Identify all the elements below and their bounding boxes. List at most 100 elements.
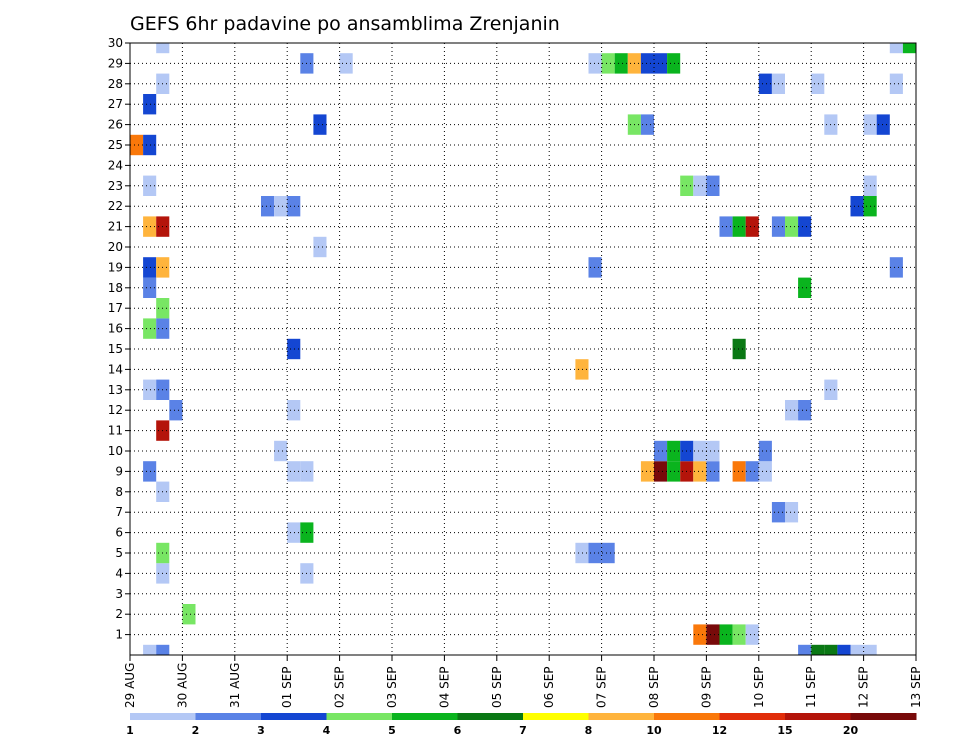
legend-label: 8 xyxy=(585,724,593,737)
y-tick-label: 7 xyxy=(115,505,123,519)
y-tick-label: 11 xyxy=(108,424,123,438)
y-tick-label: 8 xyxy=(115,485,123,499)
x-tick-label: 01 SEP xyxy=(280,666,294,708)
precip-cell xyxy=(143,644,157,655)
x-tick-label: 09 SEP xyxy=(699,666,713,708)
precip-cell xyxy=(588,53,602,74)
legend-swatch xyxy=(130,713,196,720)
y-tick-label: 9 xyxy=(115,464,123,478)
precip-cell xyxy=(758,73,772,94)
y-tick-label: 24 xyxy=(108,158,123,172)
legend-label: 12 xyxy=(712,724,727,737)
legend-swatch xyxy=(326,713,393,720)
y-tick-label: 2 xyxy=(115,607,123,621)
y-tick-label: 21 xyxy=(108,220,123,234)
color-legend: 1 2 3 4 5 6 7 8 10 12 15 20 xyxy=(126,713,917,737)
precip-cell xyxy=(313,236,327,258)
legend-swatch xyxy=(654,713,720,720)
precip-cell xyxy=(143,94,157,115)
precip-cell xyxy=(863,644,877,655)
precip-cell xyxy=(667,461,681,482)
precip-cell xyxy=(785,400,799,421)
precip-cell xyxy=(143,216,157,237)
x-tick-label: 30 AUG xyxy=(175,663,189,708)
precip-cell xyxy=(798,216,812,237)
precip-cell xyxy=(654,461,668,482)
x-tick-label: 31 AUG xyxy=(228,663,242,708)
x-tick-label: 12 SEP xyxy=(857,666,871,708)
precip-cell xyxy=(706,461,720,482)
legend-swatch xyxy=(261,713,327,720)
precip-cell xyxy=(654,440,668,462)
precip-cell xyxy=(693,624,707,645)
precip-cell xyxy=(287,338,301,360)
x-tick-label: 11 SEP xyxy=(804,666,818,708)
legend-label: 5 xyxy=(388,724,396,737)
y-tick-label: 5 xyxy=(115,546,123,560)
precip-cell xyxy=(575,542,589,564)
x-tick-label: 02 SEP xyxy=(333,666,347,708)
precip-cell xyxy=(850,196,864,217)
y-tick-label: 29 xyxy=(108,56,123,70)
precip-cell xyxy=(601,53,615,74)
precip-cell xyxy=(143,277,157,298)
y-tick-label: 13 xyxy=(108,383,123,397)
precip-cell xyxy=(732,216,746,237)
y-tick-label: 14 xyxy=(108,362,123,376)
precip-cell xyxy=(287,400,301,421)
legend-swatch xyxy=(719,713,786,720)
x-tick-label: 08 SEP xyxy=(647,666,661,708)
precip-cell xyxy=(143,257,157,278)
precip-cell xyxy=(640,53,654,74)
precip-cell xyxy=(745,216,759,237)
x-tick-label: 04 SEP xyxy=(437,666,451,708)
legend-label: 6 xyxy=(454,724,462,737)
precip-cell xyxy=(745,461,759,482)
legend-label: 2 xyxy=(192,724,200,737)
precip-cell xyxy=(274,196,288,217)
legend-label: 7 xyxy=(519,724,527,737)
precip-cell xyxy=(811,73,825,94)
precip-cell xyxy=(706,175,720,196)
precip-cell xyxy=(287,522,301,543)
y-tick-label: 25 xyxy=(108,138,123,152)
y-tick-label: 20 xyxy=(108,240,123,254)
precip-cell xyxy=(798,644,812,655)
precip-cell xyxy=(889,73,903,94)
precip-cell xyxy=(889,257,903,278)
y-tick-label: 23 xyxy=(108,179,123,193)
legend-swatch xyxy=(850,713,917,720)
y-tick-label: 16 xyxy=(108,322,123,336)
precip-cell xyxy=(811,644,825,655)
x-tick-label: 10 SEP xyxy=(752,666,766,708)
precip-cell xyxy=(798,277,812,298)
precip-cell xyxy=(785,502,799,523)
precip-cell xyxy=(785,216,799,237)
x-tick-label: 03 SEP xyxy=(385,666,399,708)
precip-cell xyxy=(693,461,707,482)
precip-cell xyxy=(575,359,589,380)
x-tick-label: 07 SEP xyxy=(595,666,609,708)
chart-title: GEFS 6hr padavine po ansamblima Zrenjani… xyxy=(130,13,560,35)
legend-label: 1 xyxy=(126,724,134,737)
precip-cell xyxy=(732,461,746,482)
precip-cell xyxy=(824,644,838,655)
legend-swatch xyxy=(195,713,262,720)
precip-cell xyxy=(143,379,157,400)
x-axis-ticks: 29 AUG 30 AUG 31 AUG 01 SEP 02 SEP 03 SEP 04 S… xyxy=(123,655,923,708)
precip-cell xyxy=(732,338,746,360)
precip-cell xyxy=(693,175,707,196)
x-tick-label: 13 SEP xyxy=(909,666,923,708)
precip-cell xyxy=(902,43,916,54)
y-tick-label: 26 xyxy=(108,118,123,132)
y-axis-ticks: 1234567891011121314151617181920212223242… xyxy=(108,36,130,642)
precip-cell xyxy=(889,43,903,54)
precip-cell xyxy=(706,624,720,645)
legend-swatch xyxy=(588,713,655,720)
precip-cell xyxy=(640,461,654,482)
y-tick-label: 1 xyxy=(115,628,123,642)
precip-cell xyxy=(182,604,196,625)
y-tick-label: 30 xyxy=(108,36,123,50)
precip-cell xyxy=(261,196,275,217)
legend-swatch xyxy=(523,713,589,720)
